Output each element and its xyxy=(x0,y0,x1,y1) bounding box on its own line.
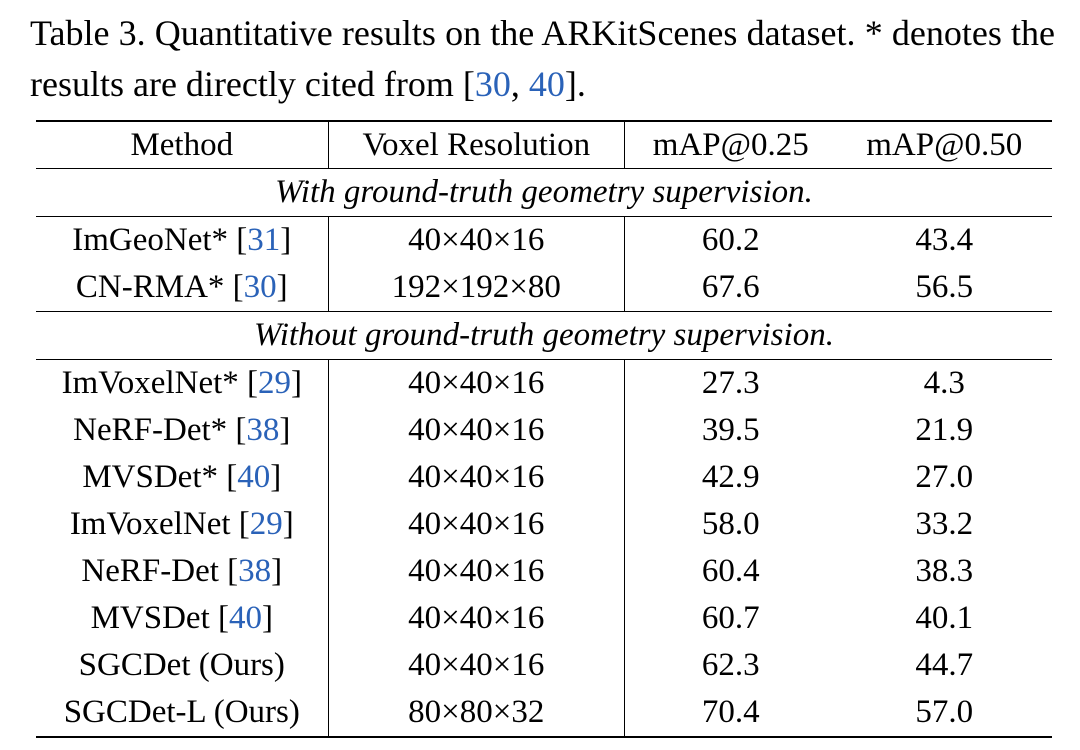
method-name: MVSDet [ xyxy=(90,600,229,636)
table-row: NeRF-Det* [38] 40×40×16 39.5 21.9 xyxy=(36,407,1052,454)
citation-link[interactable]: 29 xyxy=(258,365,291,401)
method-cell: MVSDet* [40] xyxy=(36,454,329,501)
table-row: NeRF-Det [38] 40×40×16 60.4 38.3 xyxy=(36,548,1052,595)
map50-cell: 38.3 xyxy=(915,553,974,589)
citation-bracket: ] xyxy=(279,412,291,448)
method-name: NeRF-Det* [ xyxy=(73,412,247,448)
method-name: ImVoxelNet* [ xyxy=(61,365,258,401)
citation-link[interactable]: 31 xyxy=(247,222,281,258)
citation-link[interactable]: 30 xyxy=(474,64,511,104)
table-row: SGCDet (Ours) 40×40×16 62.3 44.7 xyxy=(36,642,1052,689)
header-method: Method xyxy=(36,121,329,169)
map25-cell: 60.2 xyxy=(701,222,760,258)
citation-link[interactable]: 40 xyxy=(237,459,271,495)
caption-separator: , xyxy=(510,64,529,104)
caption-suffix: ]. xyxy=(564,64,586,104)
table-row: SGCDet-L (Ours) 80×80×32 70.4 57.0 xyxy=(36,689,1052,737)
table-header-row: Method Voxel Resolution mAP@0.25 mAP@0.5… xyxy=(36,121,1052,169)
map50-cell: 33.2 xyxy=(915,506,974,542)
section-title: Without ground-truth geometry supervisio… xyxy=(254,317,834,353)
header-map25: mAP@0.25 xyxy=(652,126,809,163)
voxel-resolution-cell: 40×40×16 xyxy=(328,501,625,548)
map50-cell: 44.7 xyxy=(915,647,974,683)
citation-link[interactable]: 40 xyxy=(228,600,262,636)
method-cell: CN-RMA* [30] xyxy=(36,264,329,312)
map50-cell: 4.3 xyxy=(923,365,965,401)
results-table: Method Voxel Resolution mAP@0.25 mAP@0.5… xyxy=(36,120,1052,738)
method-cell: ImGeoNet* [31] xyxy=(36,216,329,264)
map50-cell: 27.0 xyxy=(915,459,974,495)
citation-bracket: ] xyxy=(271,553,283,589)
method-name: MVSDet* [ xyxy=(82,459,238,495)
map25-cell: 60.7 xyxy=(701,600,760,636)
map25-cell: 42.9 xyxy=(701,459,760,495)
caption-text: Table 3. Quantitative results on the ARK… xyxy=(30,13,1055,104)
method-cell: NeRF-Det [38] xyxy=(36,548,329,595)
citation-link[interactable]: 30 xyxy=(243,269,277,305)
voxel-resolution-cell: 40×40×16 xyxy=(328,595,625,642)
method-name: ImVoxelNet [ xyxy=(69,506,250,542)
map50-cell: 57.0 xyxy=(915,694,974,730)
citation-bracket: ] xyxy=(270,459,282,495)
header-voxel-resolution: Voxel Resolution xyxy=(328,121,625,169)
map25-cell: 70.4 xyxy=(701,694,760,730)
map25-cell: 67.6 xyxy=(701,269,760,305)
table-row: MVSDet* [40] 40×40×16 42.9 27.0 xyxy=(36,454,1052,501)
table-row: ImVoxelNet* [29] 40×40×16 27.3 4.3 xyxy=(36,359,1052,407)
voxel-resolution-cell: 40×40×16 xyxy=(328,216,625,264)
table-caption: Table 3. Quantitative results on the ARK… xyxy=(30,8,1055,110)
section-title-row: With ground-truth geometry supervision. xyxy=(36,168,1052,217)
citation-bracket: ] xyxy=(261,600,273,636)
map50-cell: 56.5 xyxy=(915,269,974,305)
table-body: With ground-truth geometry supervision. I… xyxy=(36,168,1052,737)
citation-link[interactable]: 38 xyxy=(238,553,272,589)
map25-cell: 60.4 xyxy=(701,553,760,589)
method-name: CN-RMA* [ xyxy=(75,269,244,305)
method-cell: MVSDet [40] xyxy=(36,595,329,642)
method-name: SGCDet-L (Ours) xyxy=(63,694,300,730)
citation-link[interactable]: 29 xyxy=(249,506,283,542)
table-row: ImGeoNet* [31] 40×40×16 60.2 43.4 xyxy=(36,216,1052,264)
table-row: CN-RMA* [30] 192×192×80 67.6 56.5 xyxy=(36,264,1052,312)
map25-cell: 39.5 xyxy=(701,412,760,448)
citation-bracket: ] xyxy=(280,222,292,258)
voxel-resolution-cell: 192×192×80 xyxy=(328,264,625,312)
map50-cell: 40.1 xyxy=(915,600,974,636)
table-row: ImVoxelNet [29] 40×40×16 58.0 33.2 xyxy=(36,501,1052,548)
method-name: SGCDet (Ours) xyxy=(78,647,285,683)
header-map50: mAP@0.50 xyxy=(866,126,1023,163)
map50-cell: 21.9 xyxy=(915,412,974,448)
citation-link[interactable]: 40 xyxy=(528,64,565,104)
citation-bracket: ] xyxy=(276,269,288,305)
voxel-resolution-cell: 80×80×32 xyxy=(328,689,625,737)
method-cell: ImVoxelNet [29] xyxy=(36,501,329,548)
map50-cell: 43.4 xyxy=(915,222,974,258)
voxel-resolution-cell: 40×40×16 xyxy=(328,642,625,689)
method-cell: NeRF-Det* [38] xyxy=(36,407,329,454)
citation-bracket: ] xyxy=(282,506,294,542)
method-cell: ImVoxelNet* [29] xyxy=(36,359,329,407)
citation-link[interactable]: 38 xyxy=(246,412,280,448)
section-title-row: Without ground-truth geometry supervisio… xyxy=(36,311,1052,360)
voxel-resolution-cell: 40×40×16 xyxy=(328,454,625,501)
method-cell: SGCDet-L (Ours) xyxy=(36,689,329,737)
map25-cell: 62.3 xyxy=(701,647,760,683)
voxel-resolution-cell: 40×40×16 xyxy=(328,359,625,407)
voxel-resolution-cell: 40×40×16 xyxy=(328,548,625,595)
table-row: MVSDet [40] 40×40×16 60.7 40.1 xyxy=(36,595,1052,642)
method-cell: SGCDet (Ours) xyxy=(36,642,329,689)
method-name: ImGeoNet* [ xyxy=(72,222,248,258)
voxel-resolution-cell: 40×40×16 xyxy=(328,407,625,454)
map25-cell: 27.3 xyxy=(701,365,760,401)
map25-cell: 58.0 xyxy=(701,506,760,542)
method-name: NeRF-Det [ xyxy=(81,553,239,589)
citation-bracket: ] xyxy=(291,365,302,401)
section-title: With ground-truth geometry supervision. xyxy=(275,174,813,210)
